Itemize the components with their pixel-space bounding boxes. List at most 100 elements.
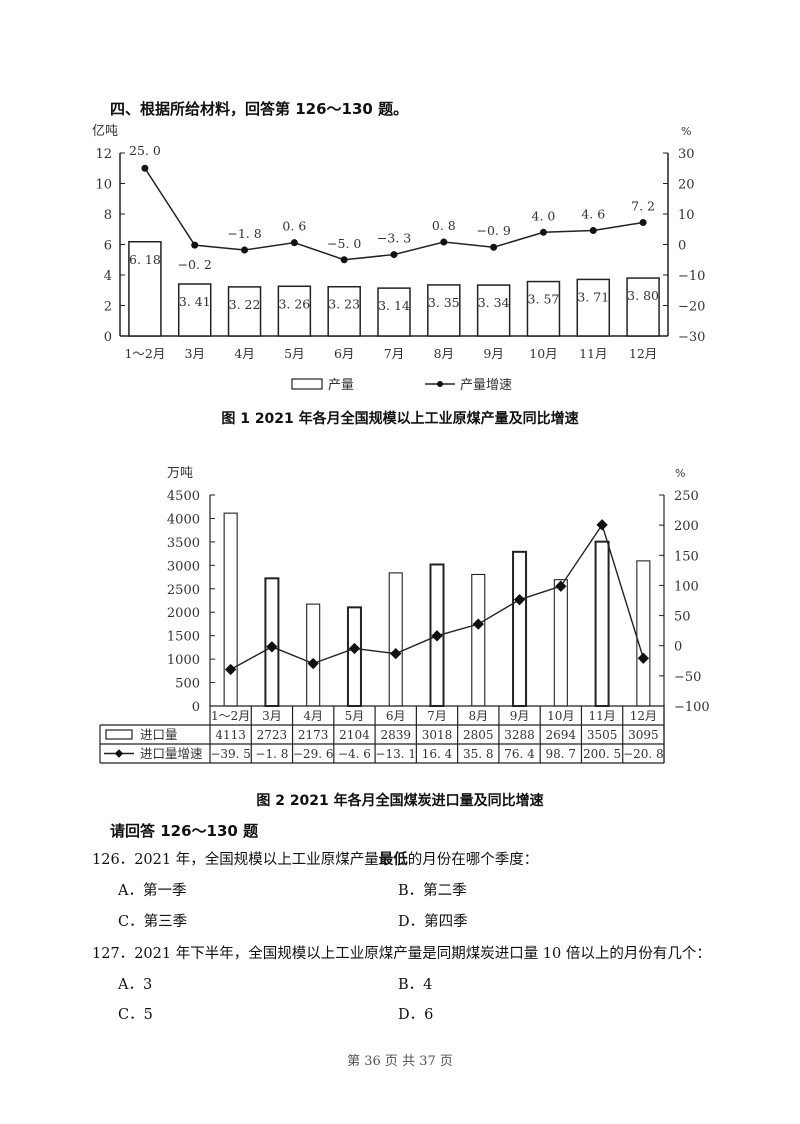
legend-line-marker: [437, 381, 443, 387]
left-tick-label: 4: [104, 269, 112, 284]
table-month-header: 12月: [630, 709, 657, 723]
option-126-b[interactable]: B．第二季: [398, 883, 467, 899]
import-bar: [306, 603, 321, 707]
section-title: 四、根据所给材料，回答第 126～130 题。: [110, 100, 409, 118]
growth-marker: [191, 241, 199, 249]
right-tick-label: −10: [678, 269, 705, 284]
production-bar: [128, 241, 162, 337]
table-growth-value: 98. 7: [546, 747, 577, 761]
growth-value-label: 25. 0: [129, 143, 161, 158]
right-tick-label: 0: [678, 239, 686, 254]
growth-marker: [539, 228, 547, 236]
right-tick-label: −100: [674, 700, 710, 715]
growth-value-label: −0. 2: [178, 257, 212, 272]
growth-marker: [390, 251, 398, 259]
growth-line: [144, 167, 644, 261]
bar-value-label: 3. 34: [478, 295, 510, 310]
left-tick-label: 10: [95, 178, 112, 193]
x-tick-label: 10月: [529, 346, 557, 361]
legend-bar-label: 产量: [328, 378, 354, 393]
growth-value-label: 7. 2: [631, 199, 655, 214]
option-127-c[interactable]: C．5: [118, 1007, 153, 1023]
legend-bar-swatch: [291, 378, 323, 390]
growth-value-label: 4. 0: [532, 208, 556, 223]
growth-marker: [440, 238, 448, 246]
bar-value-label: 3. 14: [378, 298, 410, 313]
legend-bar-swatch: [105, 729, 133, 740]
table-month-header: 8月: [468, 709, 488, 723]
growth-marker: [639, 219, 647, 227]
left-tick-label: 2: [104, 300, 112, 315]
production-bar: [177, 283, 212, 337]
growth-value-label: 0. 8: [432, 218, 456, 233]
import-bar: [346, 606, 362, 707]
left-tick-label: 4000: [167, 512, 200, 527]
growth-marker: [290, 239, 298, 247]
option-127-a[interactable]: A．3: [118, 977, 153, 993]
growth-marker: [490, 243, 498, 251]
x-tick-label: 4月: [234, 346, 254, 361]
option-127-b[interactable]: B．4: [398, 977, 433, 993]
import-bar: [594, 540, 610, 707]
bar-value-label: 6. 18: [129, 252, 161, 267]
growth-marker: [340, 256, 348, 264]
growth-value-label: −1. 8: [227, 226, 261, 241]
questions-heading: 请回答 126～130 题: [110, 822, 259, 840]
table-growth-value: −13. 1: [375, 747, 416, 761]
table-import-value: 2104: [339, 728, 370, 742]
figure1-caption: 图 1 2021 年各月全国规模以上工业原煤产量及同比增速: [221, 411, 579, 427]
left-tick-label: 3000: [167, 559, 200, 574]
x-tick-label: 11月: [579, 346, 607, 361]
right-axis-unit: %: [675, 467, 685, 480]
table-import-value: 2173: [298, 728, 329, 742]
production-bar: [476, 284, 511, 337]
growth-marker: [241, 246, 249, 254]
left-tick-label: 4500: [167, 489, 200, 504]
option-126-c[interactable]: C．第三季: [118, 914, 188, 930]
left-tick-label: 0: [104, 330, 112, 345]
legend-diamond-marker: [114, 749, 124, 758]
left-tick-label: 1000: [167, 653, 200, 668]
bar-value-label: 3. 71: [577, 289, 609, 304]
import-bar: [471, 573, 486, 707]
question-number: 127．: [92, 946, 135, 962]
table-month-header: 4月: [303, 709, 323, 723]
right-tick-label: 250: [674, 489, 699, 504]
x-tick-label: 3月: [185, 346, 205, 361]
question-number: 126．: [92, 852, 135, 868]
left-tick-label: 2000: [167, 606, 200, 621]
import-bar: [512, 550, 528, 707]
table-month-header: 1～2月: [211, 709, 250, 723]
table-month-header: 6月: [386, 709, 406, 723]
x-tick-label: 5月: [284, 346, 304, 361]
table-growth-value: 76. 4: [504, 747, 535, 761]
table-import-value: 4113: [215, 728, 246, 742]
option-127-d[interactable]: D．6: [398, 1007, 434, 1023]
x-tick-label: 6月: [334, 346, 354, 361]
growth-value-label: −0. 9: [476, 223, 510, 238]
table-growth-value: 200. 5: [583, 747, 621, 761]
question-126-stem: 126．2021 年，全国规模以上工业原煤产量最低的月份在哪个季度：: [92, 848, 538, 869]
table-growth-value: −1. 8: [255, 747, 288, 761]
option-126-d[interactable]: D．第四季: [398, 914, 468, 930]
table-growth-value: −29. 6: [293, 747, 334, 761]
bar-value-label: 3. 41: [179, 294, 211, 309]
left-tick-label: 0: [192, 700, 200, 715]
table-import-value: 2694: [546, 728, 577, 742]
left-tick-label: 12: [95, 147, 112, 162]
question-127-stem: 127．2021 年下半年，全国规模以上工业原煤产量是同期煤炭进口量 10 倍以…: [92, 942, 711, 963]
right-tick-label: 20: [678, 178, 695, 193]
import-bar: [223, 512, 238, 707]
right-tick-label: −30: [678, 330, 705, 345]
table-month-header: 9月: [510, 709, 530, 723]
option-126-a[interactable]: A．第一季: [118, 883, 187, 899]
right-axis-unit: %: [681, 125, 691, 138]
bar-value-label: 3. 57: [528, 292, 560, 307]
table-month-header: 5月: [345, 709, 365, 723]
right-tick-label: 100: [674, 579, 699, 594]
bar-value-label: 3. 23: [328, 297, 360, 312]
production-bar: [526, 280, 561, 337]
right-tick-label: 10: [678, 208, 695, 223]
right-tick-label: 200: [674, 519, 699, 534]
left-tick-label: 500: [175, 677, 200, 692]
